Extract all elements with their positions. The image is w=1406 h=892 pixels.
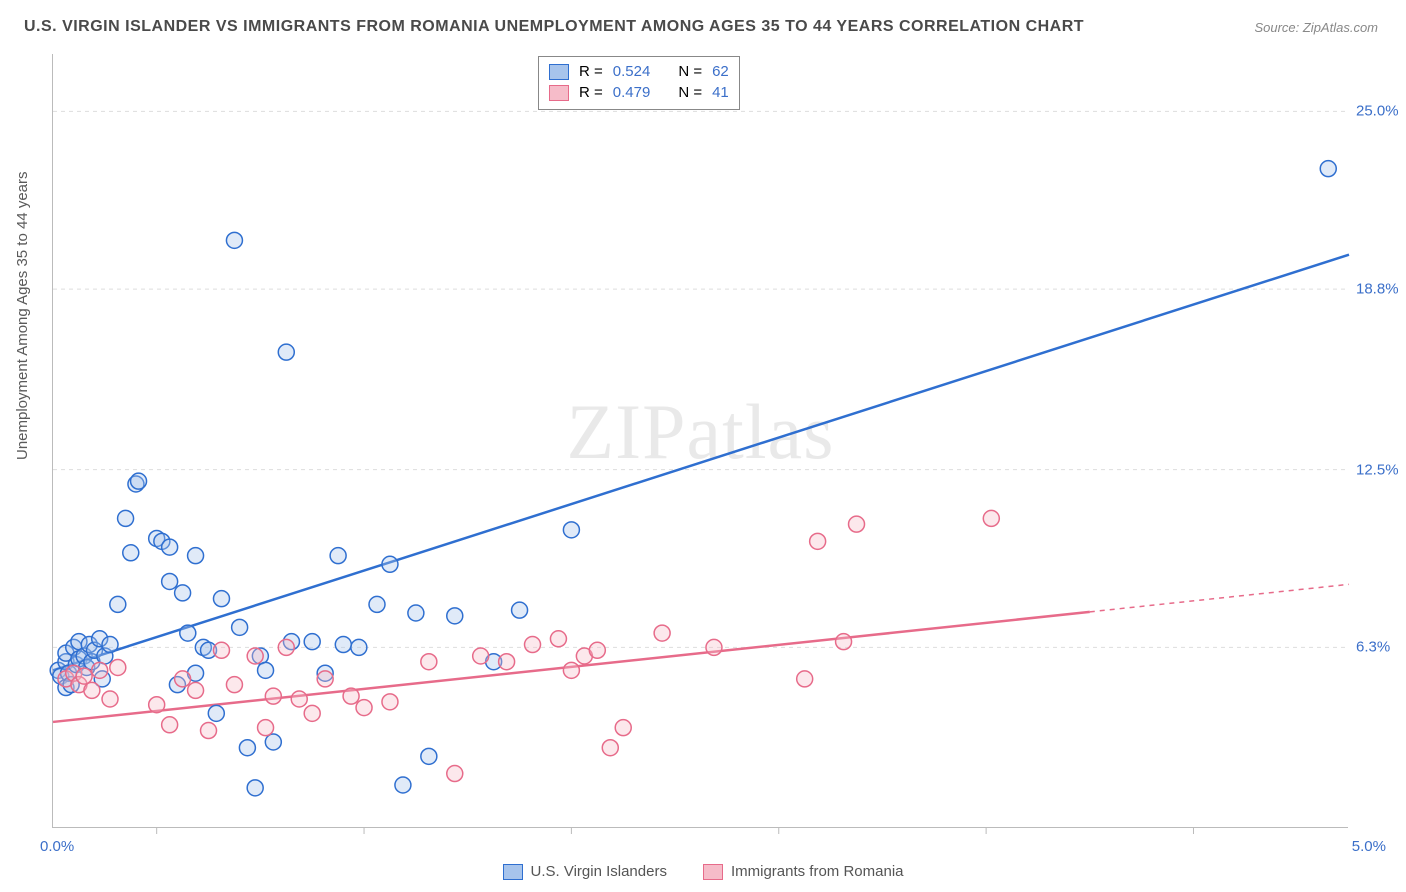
n-value-usvi: 62 <box>712 63 729 80</box>
plot-area: ZIPatlas <box>52 54 1348 828</box>
y-tick-label: 25.0% <box>1356 103 1394 120</box>
r-value-romania: 0.479 <box>613 84 651 101</box>
series-legend: U.S. Virgin Islanders Immigrants from Ro… <box>0 863 1406 880</box>
series-label-usvi: U.S. Virgin Islanders <box>531 863 667 880</box>
correlation-legend: R = 0.524 N = 62 R = 0.479 N = 41 <box>538 56 740 110</box>
series-legend-item-usvi: U.S. Virgin Islanders <box>503 863 667 880</box>
swatch-romania <box>549 85 569 101</box>
chart-title: U.S. VIRGIN ISLANDER VS IMMIGRANTS FROM … <box>24 18 1084 36</box>
r-label: R = <box>579 84 603 101</box>
n-value-romania: 41 <box>712 84 729 101</box>
r-value-usvi: 0.524 <box>613 63 651 80</box>
correlation-legend-row-romania: R = 0.479 N = 41 <box>549 82 729 103</box>
series-label-romania: Immigrants from Romania <box>731 863 904 880</box>
series-legend-item-romania: Immigrants from Romania <box>703 863 904 880</box>
swatch-usvi <box>503 864 523 880</box>
swatch-romania <box>703 864 723 880</box>
y-tick-label: 12.5% <box>1356 461 1394 478</box>
n-label: N = <box>678 84 702 101</box>
source-attribution: Source: ZipAtlas.com <box>1254 20 1378 35</box>
swatch-usvi <box>549 64 569 80</box>
y-axis-label: Unemployment Among Ages 35 to 44 years <box>14 171 31 460</box>
x-axis-min-label: 0.0% <box>40 838 74 855</box>
correlation-legend-row-usvi: R = 0.524 N = 62 <box>549 61 729 82</box>
chart-svg <box>53 54 1348 827</box>
y-tick-label: 18.8% <box>1356 281 1394 298</box>
y-tick-label: 6.3% <box>1356 639 1394 656</box>
x-axis-max-label: 5.0% <box>1352 838 1386 855</box>
r-label: R = <box>579 63 603 80</box>
n-label: N = <box>678 63 702 80</box>
